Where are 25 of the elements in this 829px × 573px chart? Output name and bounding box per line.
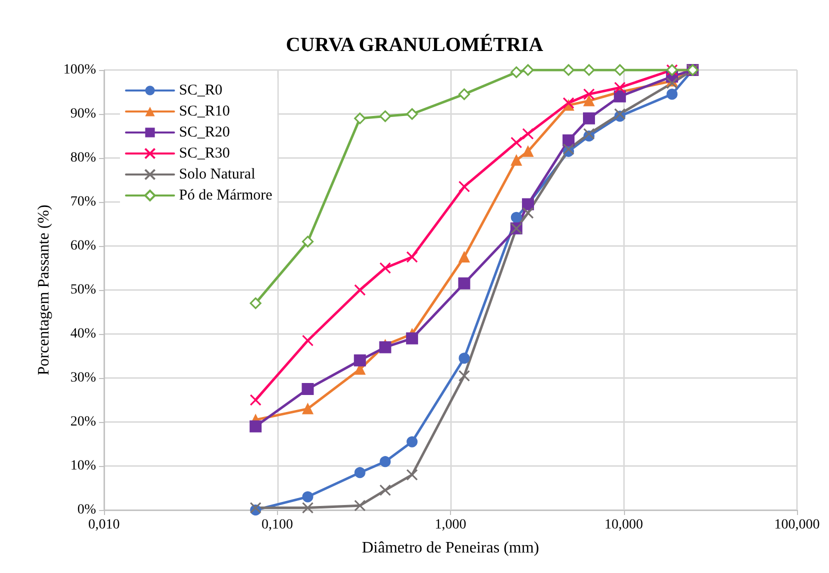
x-axis-title: Diâmetro de Peneiras (mm): [362, 540, 540, 556]
chart-title: CURVA GRANULOMÉTRIA: [286, 33, 544, 56]
y-tick-label: 40%: [70, 326, 96, 342]
x-tick-label: 0,100: [262, 518, 293, 532]
y-tick-label: 30%: [70, 370, 96, 386]
legend-label: SC_R30: [179, 146, 230, 162]
y-tick-label: 70%: [70, 194, 96, 210]
y-tick-label: 100%: [63, 62, 96, 78]
y-tick-label: 20%: [70, 414, 96, 430]
legend-label: SC_R20: [179, 124, 230, 140]
y-tick-label: 60%: [70, 238, 96, 254]
x-tick-label: 1,000: [434, 518, 466, 532]
y-tick-label: 50%: [70, 282, 96, 298]
y-axis-title: Porcentagem Passante (%): [36, 204, 52, 376]
y-tick-label: 80%: [70, 150, 96, 166]
x-tick-label: 100,000: [774, 518, 820, 532]
x-tick-label: 10,000: [604, 518, 643, 532]
legend-label: SC_R0: [179, 82, 222, 98]
x-tick-label: 0,010: [88, 518, 120, 532]
legend-label: Pó de Mármore: [179, 188, 273, 204]
legend-label: SC_R10: [179, 104, 230, 120]
legend-label: Solo Natural: [179, 166, 256, 182]
y-tick-label: 90%: [70, 106, 96, 122]
y-tick-label: 10%: [70, 458, 96, 474]
y-tick-label: 0%: [77, 502, 96, 518]
